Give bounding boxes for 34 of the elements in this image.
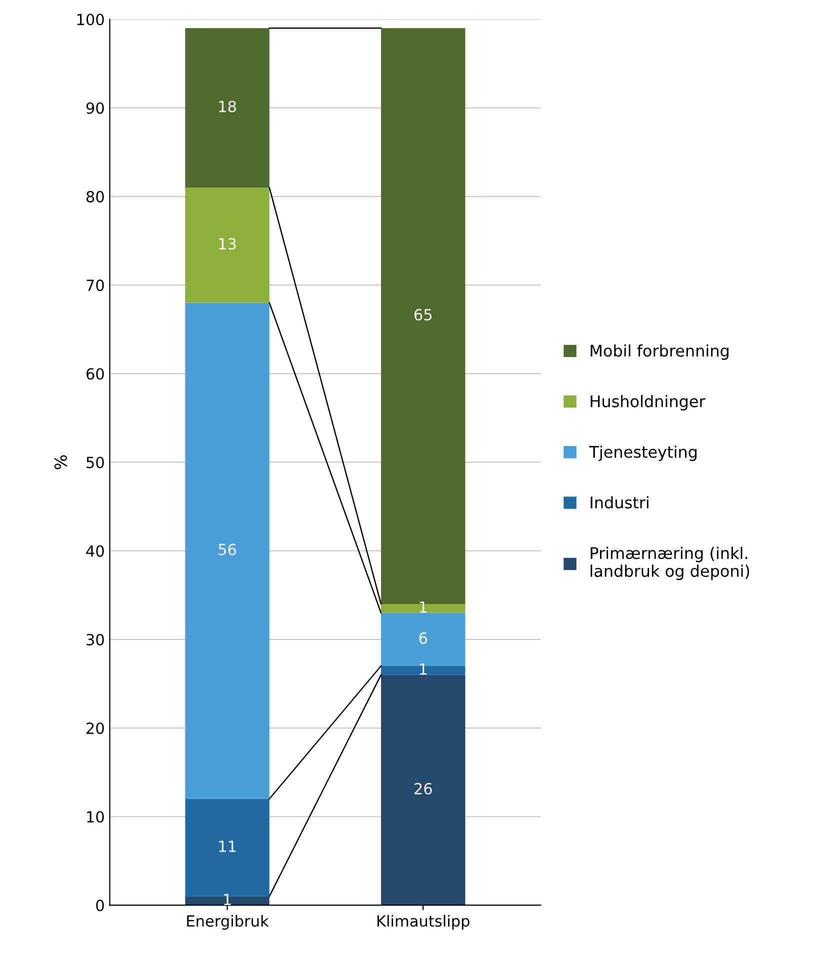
y-tick-label: 30 bbox=[86, 634, 104, 646]
legend-label: Husholdninger bbox=[590, 394, 706, 410]
data-label: 6 bbox=[419, 632, 428, 644]
legend-label: Primærnæring (inkl. landbruk og deponi) bbox=[590, 546, 750, 580]
y-tick-label: 70 bbox=[86, 280, 104, 292]
bar bbox=[185, 188, 270, 303]
data-label: 1 bbox=[224, 894, 231, 906]
legend-label: Tjenesteyting bbox=[589, 446, 697, 462]
legend-label: Mobil forbrenning bbox=[590, 344, 728, 360]
y-axis-title: % bbox=[54, 455, 67, 470]
y-tick-label: 50 bbox=[86, 456, 104, 468]
data-label: 13 bbox=[219, 238, 236, 250]
y-tick-label: 90 bbox=[86, 102, 104, 114]
y-tick-label: 10 bbox=[87, 811, 104, 823]
data-label: 18 bbox=[219, 100, 236, 112]
legend-label: Industri bbox=[590, 496, 648, 509]
data-label: 56 bbox=[218, 544, 236, 556]
y-tick-label: 20 bbox=[86, 722, 104, 734]
x-tick-label: Klimautslipp bbox=[377, 914, 470, 930]
data-label: 26 bbox=[414, 782, 432, 794]
bar bbox=[185, 302, 270, 799]
y-tick-label: 100 bbox=[77, 14, 104, 26]
bar bbox=[381, 604, 466, 613]
bar bbox=[381, 674, 466, 906]
y-tick-label: 40 bbox=[86, 545, 104, 557]
data-label: 65 bbox=[414, 308, 432, 320]
y-tick-label: 80 bbox=[86, 190, 104, 202]
y-tick-label: 60 bbox=[86, 368, 104, 380]
y-tick-label: 0 bbox=[96, 900, 104, 912]
x-tick-label: Energibruk bbox=[187, 914, 269, 930]
data-label: 1 bbox=[420, 602, 427, 613]
data-label: 1 bbox=[420, 664, 427, 675]
bar bbox=[185, 28, 270, 188]
data-label: 11 bbox=[219, 840, 236, 852]
